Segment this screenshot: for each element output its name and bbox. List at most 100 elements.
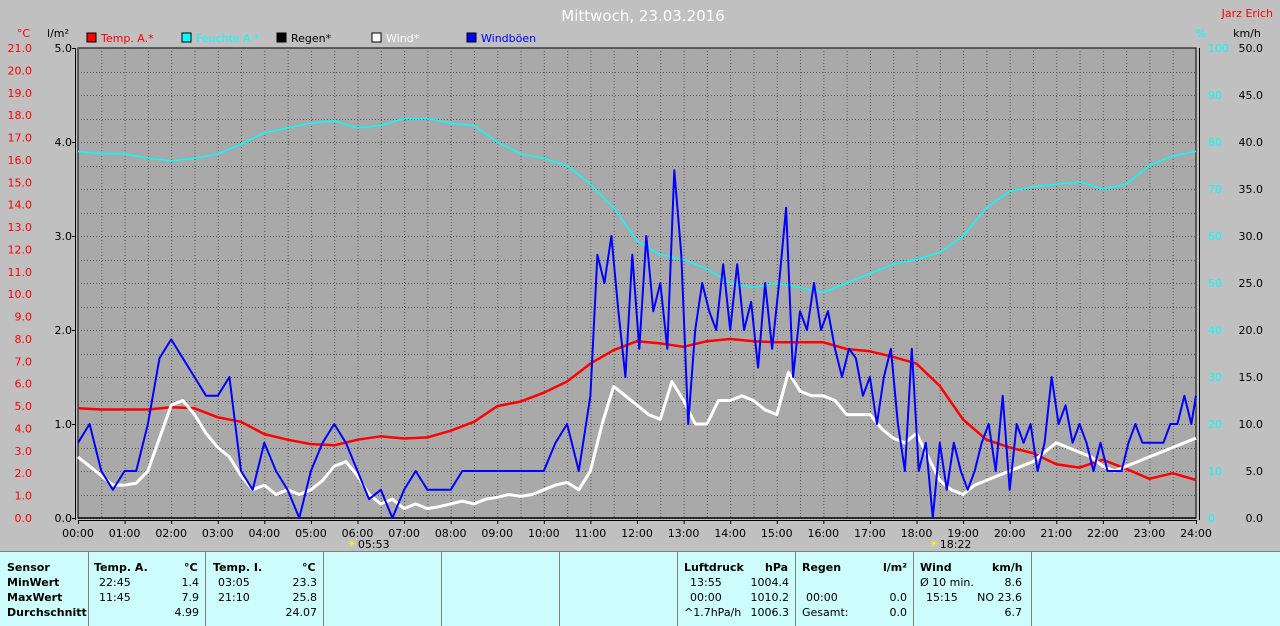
wind-gust-time: 15:15 xyxy=(926,591,958,604)
wind-unit: km/h xyxy=(992,561,1023,574)
pressure-min-value: 1004.4 xyxy=(750,576,790,589)
temp-i-unit: °C xyxy=(302,561,316,574)
x-tick-label: 13:00 xyxy=(668,527,700,540)
temp-tick-label: 6.0 xyxy=(15,378,33,391)
legend-swatch xyxy=(181,32,192,43)
x-tick-label: 00:00 xyxy=(62,527,94,540)
x-tick-label: 24:00 xyxy=(1180,527,1212,540)
rain-tick-label: 3.0 xyxy=(55,230,73,243)
wind-tick-label: 15.0 xyxy=(1239,371,1264,384)
sun-marker-label: 18:22 xyxy=(940,538,972,551)
humidity-tick-label: 0 xyxy=(1208,512,1215,525)
rain-tick-label: 4.0 xyxy=(55,136,73,149)
legend-swatch xyxy=(371,32,382,43)
row-label-max: MaxWert xyxy=(7,591,63,604)
temp-tick-label: 5.0 xyxy=(15,400,33,413)
x-tick-label: 17:00 xyxy=(854,527,886,540)
wind-avg10-label: Ø 10 min. xyxy=(920,576,974,589)
humidity-tick-label: 30 xyxy=(1208,371,1222,384)
legend-label: Temp. A.* xyxy=(100,32,154,45)
wind-tick-label: 20.0 xyxy=(1239,324,1264,337)
humidity-tick-label: 60 xyxy=(1208,230,1222,243)
temp-tick-label: 1.0 xyxy=(15,490,33,503)
temp-a-title: Temp. A. xyxy=(94,561,148,574)
x-tick-label: 15:00 xyxy=(761,527,793,540)
series-line-windb-en xyxy=(77,169,1197,519)
rain-unit-label: l/m² xyxy=(47,27,69,40)
temp-tick-label: 11.0 xyxy=(8,266,33,279)
humidity-tick-label: 70 xyxy=(1208,183,1222,196)
empty-column-3 xyxy=(559,552,678,626)
temp-i-max-time: 21:10 xyxy=(218,591,250,604)
wind-column: Wind km/h Ø 10 min. 8.6 15:15 NO 23.6 6.… xyxy=(913,552,1032,626)
chart-author: Jarz Erich xyxy=(1221,7,1273,20)
chart-axes xyxy=(72,48,1200,524)
series-line-feuchte-a xyxy=(77,117,1197,294)
rain-tick-label: 2.0 xyxy=(55,324,73,337)
temp-tick-label: 8.0 xyxy=(15,333,33,346)
temp-tick-label: 0.0 xyxy=(15,512,33,525)
pressure-min-time: 13:55 xyxy=(690,576,722,589)
x-tick-label: 03:00 xyxy=(202,527,234,540)
pressure-avg-value: 1006.3 xyxy=(750,606,790,619)
humidity-tick-label: 50 xyxy=(1208,277,1222,290)
rain-unit: l/m² xyxy=(883,561,908,574)
series-line-temp-a xyxy=(77,337,1197,482)
temp-tick-label: 15.0 xyxy=(8,176,33,189)
humidity-tick-label: 100 xyxy=(1208,42,1229,55)
temp-tick-label: 16.0 xyxy=(8,154,33,167)
pressure-max-time: 00:00 xyxy=(690,591,722,604)
x-tick-label: 20:00 xyxy=(994,527,1026,540)
temp-a-max-value: 7.9 xyxy=(181,591,200,604)
wind-avg10-value: 8.6 xyxy=(1004,576,1023,589)
statistics-panel: Sensor MinWert MaxWert Durchschnitt Temp… xyxy=(0,551,1280,626)
row-label-avg: Durchschnitt xyxy=(7,606,87,619)
legend-label: Windböen xyxy=(481,32,536,45)
rain-tick-label: 5.0 xyxy=(55,42,73,55)
sun-marker-icon: ☀ xyxy=(347,539,356,550)
wind-tick-label: 45.0 xyxy=(1239,89,1264,102)
sun-marker-icon: ☀ xyxy=(929,539,938,550)
wind-gust-value: NO 23.6 xyxy=(977,591,1022,604)
humidity-tick-label: 40 xyxy=(1208,324,1222,337)
legend-label: Feuchte A.* xyxy=(196,32,260,45)
pressure-title: Luftdruck xyxy=(684,561,744,574)
x-tick-label: 07:00 xyxy=(388,527,420,540)
temp-tick-label: 14.0 xyxy=(8,199,33,212)
legend-label: Wind* xyxy=(386,32,420,45)
wind-title: Wind xyxy=(920,561,952,574)
sensor-column: Sensor MinWert MaxWert Durchschnitt xyxy=(0,552,89,626)
weather-chart: 0.0 1.0 2.0 3.0 4.0 5.0 6.0 7.0 8.0 9.0 10.0 11.0 12… xyxy=(8,7,1274,551)
chart-grid xyxy=(77,47,1197,519)
temp-i-min-value: 23.3 xyxy=(292,576,318,589)
wind-tick-label: 0.0 xyxy=(1246,512,1264,525)
temp-tick-label: 17.0 xyxy=(8,132,33,145)
x-tick-label: 18:00 xyxy=(901,527,933,540)
series-line-wind xyxy=(77,370,1197,511)
x-tick-label: 05:00 xyxy=(295,527,327,540)
temp-tick-label: 20.0 xyxy=(8,64,33,77)
rain-title: Regen xyxy=(802,561,842,574)
temp-tick-label: 2.0 xyxy=(15,467,33,480)
temp-i-min-time: 03:05 xyxy=(218,576,250,589)
temp-tick-label: 10.0 xyxy=(8,288,33,301)
legend-label: Regen* xyxy=(291,32,332,45)
x-tick-label: 12:00 xyxy=(621,527,653,540)
rain-max-time: 00:00 xyxy=(806,591,838,604)
humidity-unit-label: % xyxy=(1196,27,1206,40)
x-tick-label: 14:00 xyxy=(714,527,746,540)
wind-unit-label: km/h xyxy=(1233,27,1261,40)
humidity-tick-label: 80 xyxy=(1208,136,1222,149)
x-tick-label: 08:00 xyxy=(435,527,467,540)
wind-tick-label: 35.0 xyxy=(1239,183,1264,196)
legend-swatch xyxy=(466,32,477,43)
temp-tick-label: 7.0 xyxy=(15,355,33,368)
temp-a-min-value: 1.4 xyxy=(181,576,200,589)
temp-i-title: Temp. I. xyxy=(213,561,263,574)
x-tick-label: 10:00 xyxy=(528,527,560,540)
wind-tick-label: 40.0 xyxy=(1239,136,1264,149)
chart-title: Mittwoch, 23.03.2016 xyxy=(561,7,725,25)
temp-tick-label: 4.0 xyxy=(15,422,33,435)
x-tick-label: 19:00 xyxy=(947,527,979,540)
humidity-tick-label: 20 xyxy=(1208,418,1222,431)
